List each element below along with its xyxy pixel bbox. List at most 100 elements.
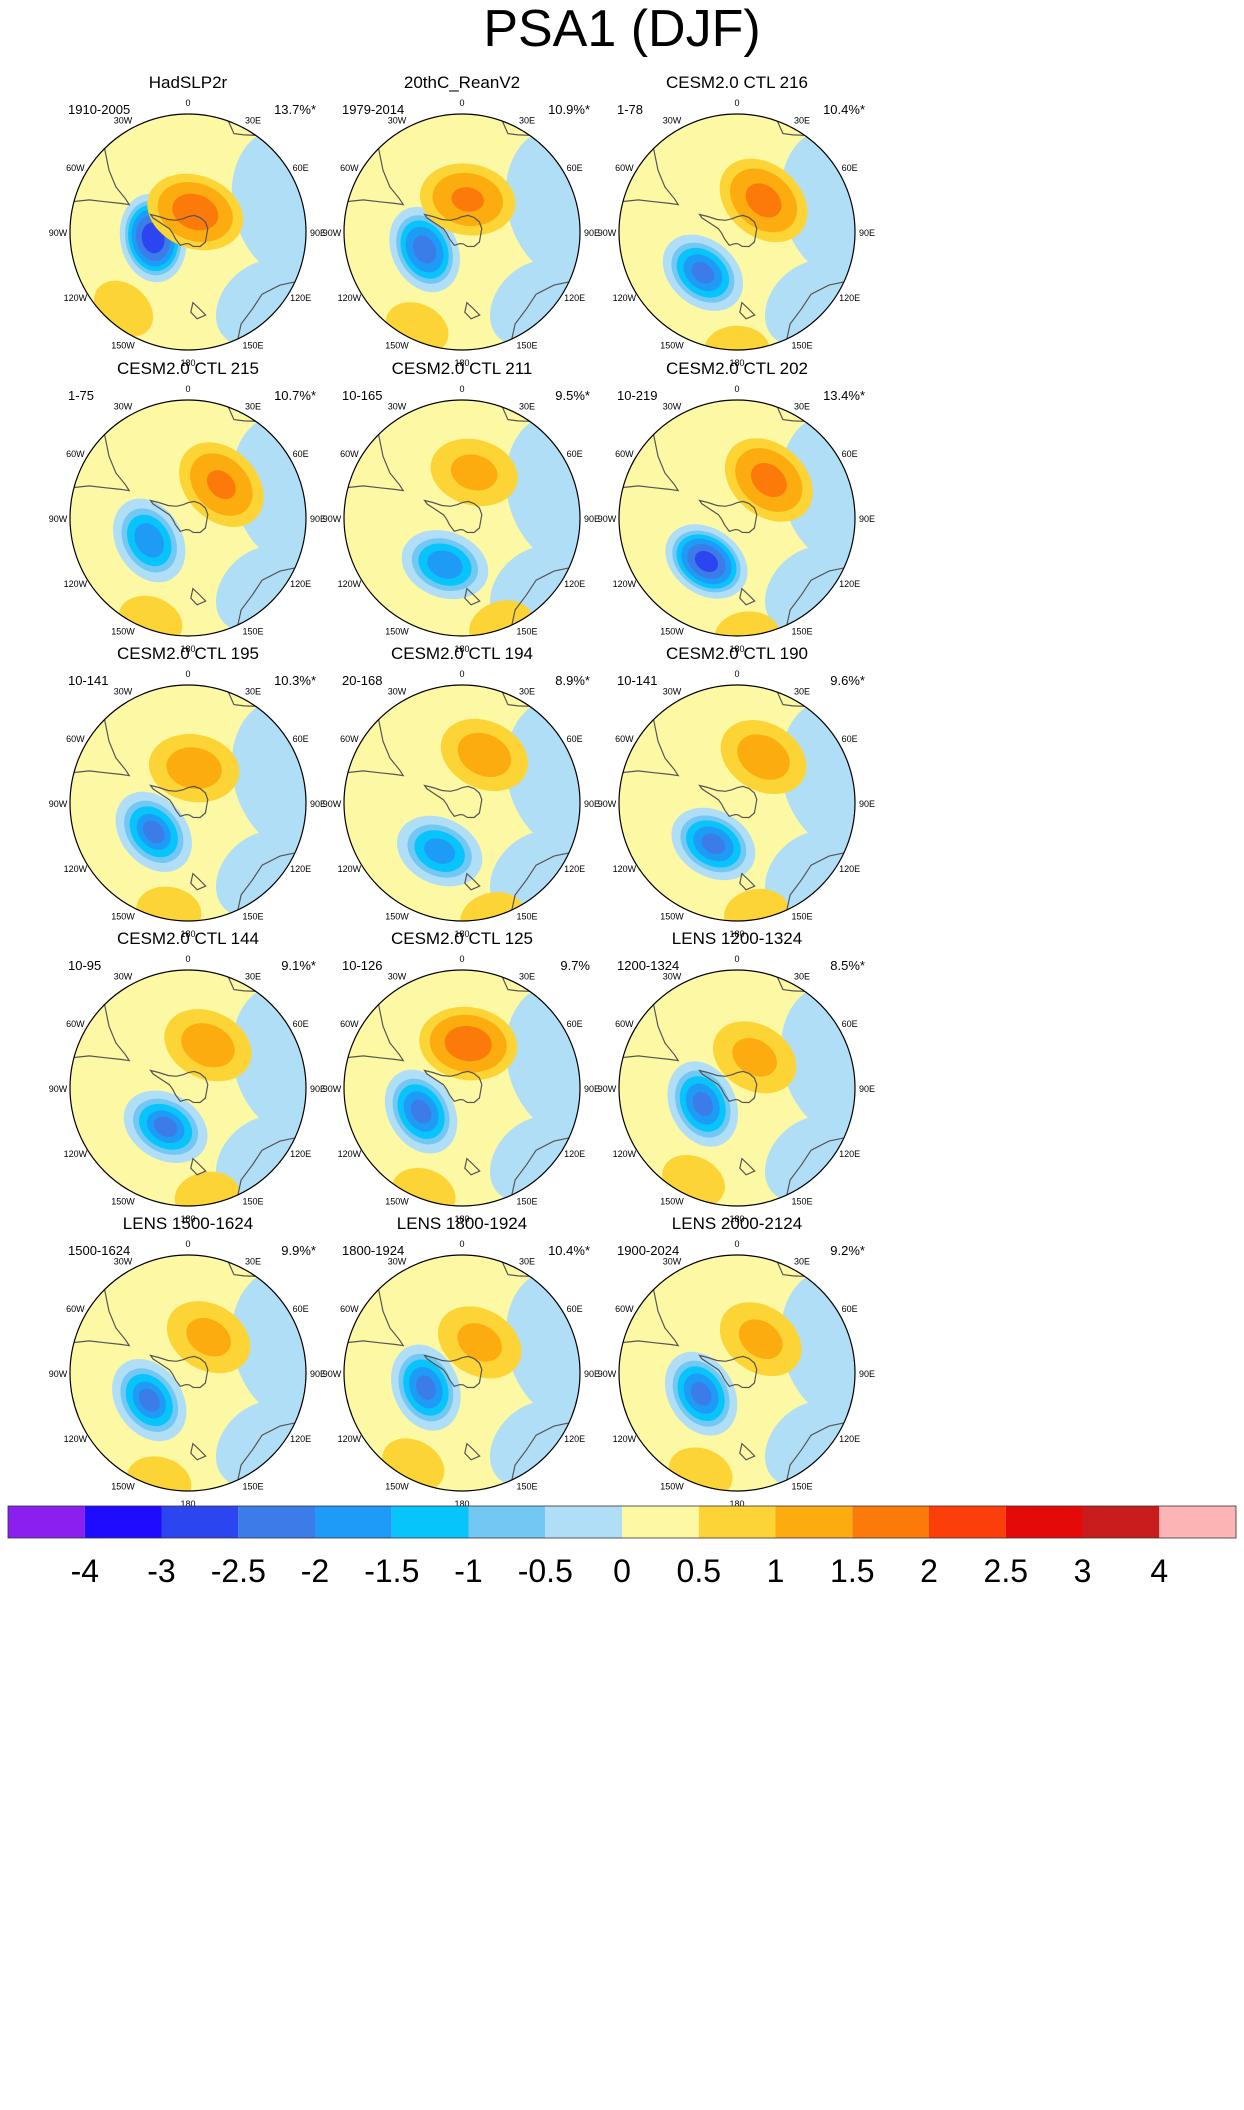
longitude-label: 150W [111, 912, 135, 922]
new-zealand-coastline [464, 301, 481, 320]
longitude-label: 120E [564, 579, 585, 589]
map-boundary [618, 113, 856, 351]
map-boundary [343, 969, 581, 1207]
longitude-label: 150E [791, 341, 812, 351]
panel-title: CESM2.0 CTL 215 [117, 359, 259, 378]
longitude-label: 150W [660, 1197, 684, 1207]
longitude-label: 150E [791, 1482, 812, 1492]
africa-coastline [227, 976, 256, 992]
map-panel: CESM2.0 CTL 125 10-126 9.7% 0 30E 60E 90E 120E 1… [323, 929, 600, 1224]
longitude-label: 120E [564, 864, 585, 874]
colorbar-tick-label: 3 [1074, 1553, 1092, 1589]
colorbar-segment [698, 1506, 776, 1538]
antarctica-coastline [423, 499, 483, 534]
africa-coastline [776, 976, 805, 992]
colorbar-tick-label: -1.5 [364, 1553, 419, 1589]
south-america-coastline [347, 148, 405, 206]
contour-band [469, 600, 533, 636]
longitude-label: 120W [64, 1434, 88, 1444]
australia-coastline [511, 1137, 570, 1196]
panel-period: 1910-2005 [68, 102, 130, 117]
africa-coastline [227, 1261, 256, 1277]
new-zealand-coastline [739, 301, 756, 320]
panel-title: CESM2.0 CTL 125 [391, 929, 533, 948]
longitude-label: 180 [729, 358, 744, 368]
longitude-label: 120E [839, 1434, 860, 1444]
longitude-label: 150W [385, 1197, 409, 1207]
contour-band [457, 1323, 502, 1362]
panel-period: 10-141 [68, 673, 108, 688]
longitude-label: 0 [459, 384, 464, 394]
longitude-label: 90W [49, 799, 68, 809]
contour-band [451, 187, 485, 212]
longitude-label: 60W [66, 163, 85, 173]
map-boundary [69, 113, 307, 351]
longitude-label: 30E [794, 686, 810, 696]
longitude-label: 60W [340, 734, 359, 744]
longitude-label: 120E [839, 864, 860, 874]
longitude-label: 90E [859, 799, 875, 809]
africa-coastline [501, 976, 530, 992]
longitude-label: 150W [111, 1482, 135, 1492]
longitude-label: 60W [615, 1304, 634, 1314]
longitude-label: 0 [185, 669, 190, 679]
longitude-label: 120W [338, 1149, 362, 1159]
longitude-label: 150E [242, 912, 263, 922]
australia-coastline [237, 281, 296, 340]
longitude-label: 180 [729, 644, 744, 654]
panel-title: 20thC_ReanV2 [404, 73, 520, 92]
colorbar-segment [622, 1506, 699, 1538]
longitude-label: 0 [734, 384, 739, 394]
longitude-label: 180 [729, 1499, 744, 1509]
longitude-label: 60W [66, 734, 85, 744]
panel-variance: 10.7%* [274, 388, 316, 403]
longitude-label: 30W [663, 971, 682, 981]
longitude-label: 180 [180, 358, 195, 368]
longitude-label: 150W [385, 341, 409, 351]
colorbar-segment [852, 1506, 930, 1538]
contour-band [153, 1116, 178, 1138]
longitude-label: 180 [454, 929, 469, 939]
longitude-label: 120E [290, 293, 311, 303]
panel-variance: 10.4%* [823, 102, 865, 117]
longitude-label: 90E [310, 228, 326, 238]
colorbar-segment [1159, 1506, 1237, 1538]
longitude-label: 120E [290, 579, 311, 589]
longitude-label: 60E [293, 449, 309, 459]
contour-band [694, 550, 719, 573]
map-panel: LENS 1800-1924 1800-1924 10.4%* 0 30E 60E 90E 1… [323, 1214, 600, 1509]
contour-band [738, 1319, 783, 1359]
longitude-label: 60E [842, 1019, 858, 1029]
new-zealand-coastline [190, 587, 207, 606]
longitude-label: 90E [859, 514, 875, 524]
africa-coastline [501, 691, 530, 707]
longitude-label: 60W [66, 449, 85, 459]
contour-band [410, 1099, 432, 1124]
longitude-label: 90E [310, 1369, 326, 1379]
longitude-label: 150W [385, 1482, 409, 1492]
panel-title: LENS 1800-1924 [397, 1214, 527, 1233]
panel-period: 10-95 [68, 958, 101, 973]
new-zealand-coastline [739, 872, 756, 891]
antarctica-coastline [149, 784, 209, 819]
map-panel: CESM2.0 CTL 194 20-168 8.9%* 0 30E 60E 90E 120E… [323, 644, 600, 939]
longitude-label: 90W [598, 514, 617, 524]
longitude-label: 180 [454, 358, 469, 368]
contour-band [412, 235, 437, 264]
map-boundary [343, 684, 581, 922]
longitude-label: 120E [290, 1434, 311, 1444]
antarctica-coastline [149, 1354, 209, 1389]
map-boundary [343, 1254, 581, 1492]
map-boundary [618, 684, 856, 922]
map-boundary [69, 969, 307, 1207]
contour-field [70, 685, 306, 921]
longitude-label: 180 [180, 929, 195, 939]
longitude-label: 60W [340, 1304, 359, 1314]
colorbar-tick-label: 0.5 [677, 1553, 721, 1589]
panel-period: 1900-2024 [617, 1243, 679, 1258]
longitude-label: 150E [791, 627, 812, 637]
longitude-label: 180 [180, 644, 195, 654]
longitude-label: 60W [66, 1304, 85, 1314]
longitude-label: 0 [185, 1239, 190, 1249]
